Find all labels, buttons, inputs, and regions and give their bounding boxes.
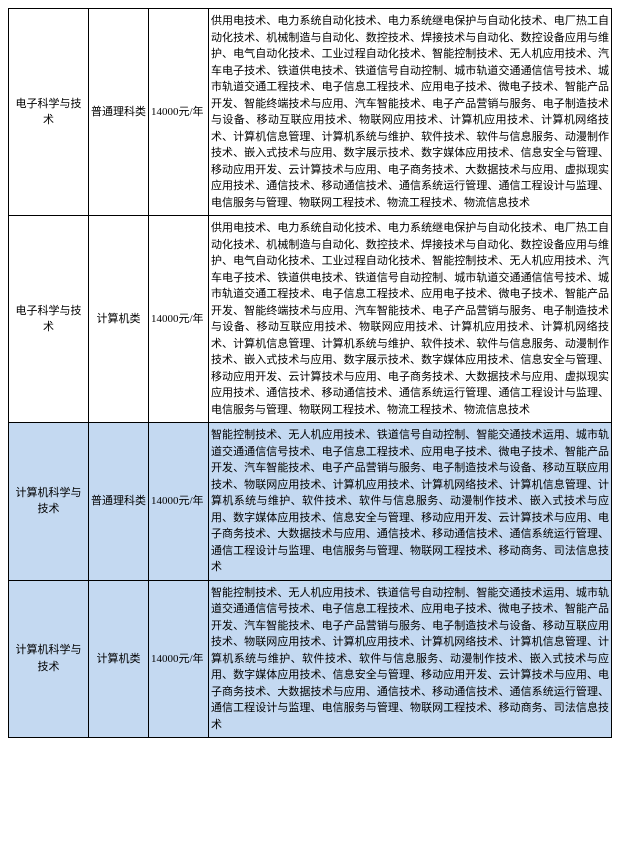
major-cell: 计算机科学与技术 bbox=[9, 580, 89, 738]
fee-cell: 14000元/年 bbox=[149, 9, 209, 216]
category-cell: 普通理科类 bbox=[89, 9, 149, 216]
category-cell: 普通理科类 bbox=[89, 423, 149, 581]
program-table-body: 电子科学与技术普通理科类14000元/年供用电技术、电力系统自动化技术、电力系统… bbox=[9, 9, 612, 738]
major-cell: 电子科学与技术 bbox=[9, 9, 89, 216]
description-cell: 供用电技术、电力系统自动化技术、电力系统继电保护与自动化技术、电厂热工自动化技术… bbox=[209, 216, 612, 423]
description-cell: 智能控制技术、无人机应用技术、铁道信号自动控制、智能交通技术运用、城市轨道交通通… bbox=[209, 580, 612, 738]
table-row: 电子科学与技术普通理科类14000元/年供用电技术、电力系统自动化技术、电力系统… bbox=[9, 9, 612, 216]
table-row: 电子科学与技术计算机类14000元/年供用电技术、电力系统自动化技术、电力系统继… bbox=[9, 216, 612, 423]
table-row: 计算机科学与技术计算机类14000元/年智能控制技术、无人机应用技术、铁道信号自… bbox=[9, 580, 612, 738]
major-cell: 计算机科学与技术 bbox=[9, 423, 89, 581]
fee-cell: 14000元/年 bbox=[149, 423, 209, 581]
category-cell: 计算机类 bbox=[89, 580, 149, 738]
table-row: 计算机科学与技术普通理科类14000元/年智能控制技术、无人机应用技术、铁道信号… bbox=[9, 423, 612, 581]
major-cell: 电子科学与技术 bbox=[9, 216, 89, 423]
description-cell: 供用电技术、电力系统自动化技术、电力系统继电保护与自动化技术、电厂热工自动化技术… bbox=[209, 9, 612, 216]
description-cell: 智能控制技术、无人机应用技术、铁道信号自动控制、智能交通技术运用、城市轨道交通通… bbox=[209, 423, 612, 581]
program-table: 电子科学与技术普通理科类14000元/年供用电技术、电力系统自动化技术、电力系统… bbox=[8, 8, 612, 738]
fee-cell: 14000元/年 bbox=[149, 216, 209, 423]
fee-cell: 14000元/年 bbox=[149, 580, 209, 738]
category-cell: 计算机类 bbox=[89, 216, 149, 423]
